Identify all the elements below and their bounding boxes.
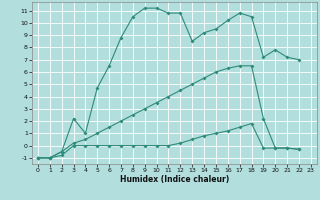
X-axis label: Humidex (Indice chaleur): Humidex (Indice chaleur): [120, 175, 229, 184]
